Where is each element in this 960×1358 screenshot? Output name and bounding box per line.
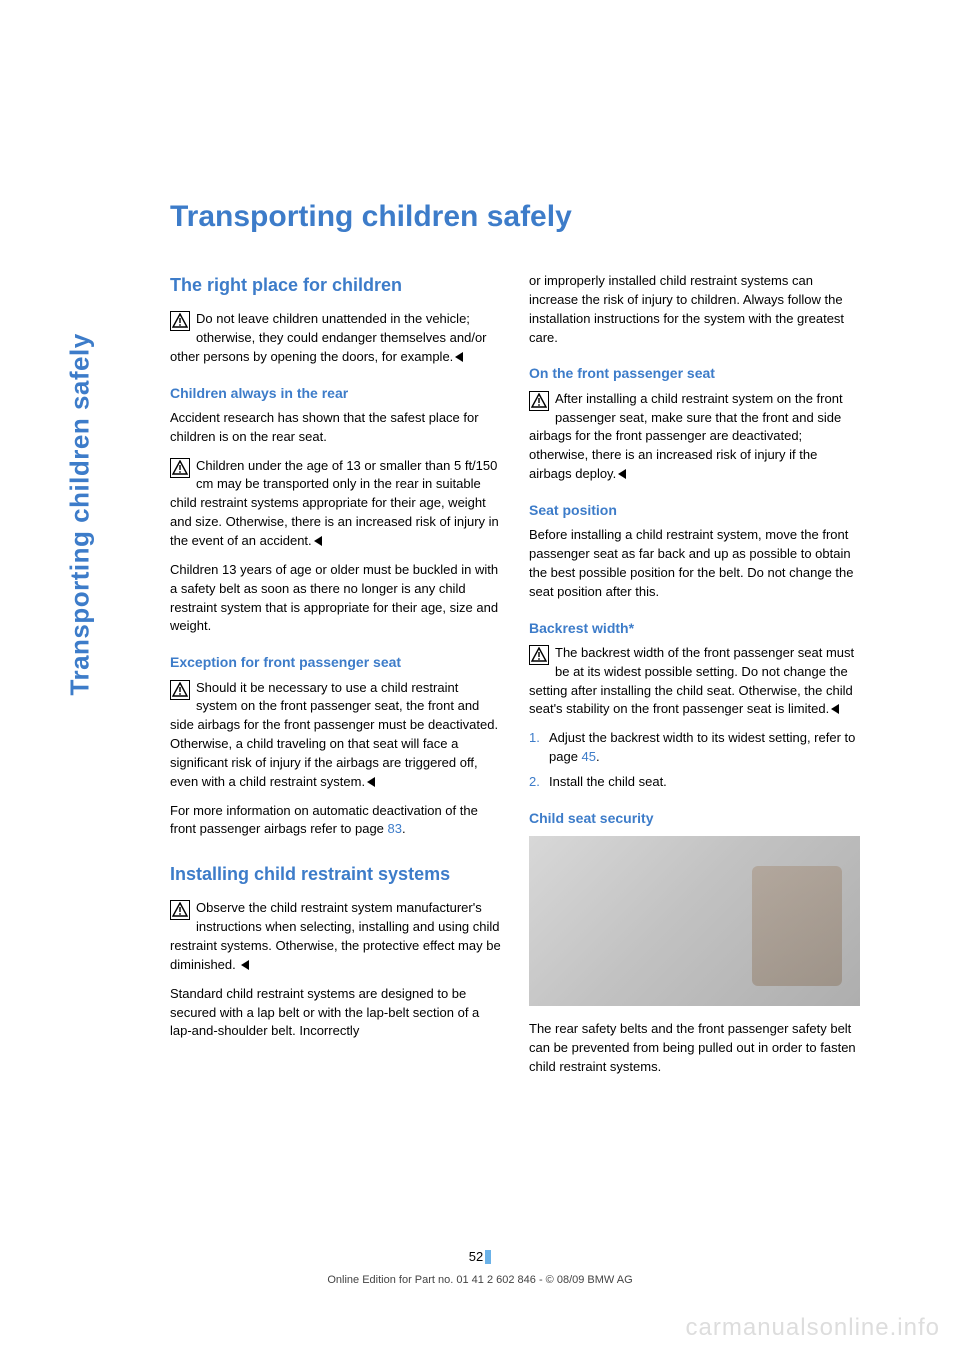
heading-right-place: The right place for children (170, 272, 501, 298)
left-column: The right place for children Do not leav… (170, 272, 501, 1087)
text-fragment: For more information on automatic deacti… (170, 803, 478, 837)
heading-installing: Installing child restraint systems (170, 861, 501, 887)
warning-backrest: The backrest width of the front passenge… (529, 644, 860, 719)
end-mark-icon (831, 704, 839, 714)
end-mark-icon (367, 777, 375, 787)
body-text: or improperly installed child restraint … (529, 272, 860, 347)
warning-front-seat: Should it be necessary to use a child re… (170, 679, 501, 792)
warning-text: After installing a child restraint syste… (529, 391, 843, 481)
warning-manufacturer: Observe the child restraint system manuf… (170, 899, 501, 974)
body-text: Accident research has shown that the saf… (170, 409, 501, 447)
heading-seat-position: Seat position (529, 500, 860, 520)
text-fragment: . (402, 821, 406, 836)
warning-text: The backrest width of the front passenge… (529, 645, 854, 717)
body-text: Standard child restraint systems are des… (170, 985, 501, 1042)
manual-page: Transporting children safely Transportin… (0, 0, 960, 1358)
right-column: or improperly installed child restraint … (529, 272, 860, 1087)
warning-under-13: Children under the age of 13 or smaller … (170, 457, 501, 551)
text-fragment: . (596, 749, 600, 764)
warning-unattended: Do not leave children unattended in the … (170, 310, 501, 367)
step-number: 2. (529, 773, 540, 792)
heading-child-seat-security: Child seat security (529, 808, 860, 828)
page-reference-link[interactable]: 83 (388, 821, 402, 836)
warning-text: Children under the age of 13 or smaller … (170, 458, 499, 548)
child-seat-security-image (529, 836, 860, 1006)
warning-icon (170, 458, 190, 478)
warning-text: Should it be necessary to use a child re… (170, 680, 498, 789)
end-mark-icon (314, 536, 322, 546)
page-number-wrap: 52 (0, 1248, 960, 1266)
content-columns: The right place for children Do not leav… (170, 272, 860, 1087)
heading-children-rear: Children always in the rear (170, 383, 501, 403)
page-number: 52 (469, 1249, 483, 1264)
end-mark-icon (455, 352, 463, 362)
warning-text: Do not leave children unattended in the … (170, 311, 487, 364)
page-reference-link[interactable]: 45 (582, 749, 596, 764)
step-number: 1. (529, 729, 540, 748)
numbered-steps: 1. Adjust the backrest width to its wide… (529, 729, 860, 792)
warning-text: Observe the child restraint system manuf… (170, 900, 501, 972)
end-mark-icon (241, 960, 249, 970)
watermark-text: carmanualsonline.info (686, 1314, 940, 1342)
warning-icon (170, 311, 190, 331)
warning-airbags: After installing a child restraint syste… (529, 390, 860, 484)
warning-icon (170, 680, 190, 700)
heading-front-passenger: On the front passenger seat (529, 363, 860, 383)
body-text: Children 13 years of age or older must b… (170, 561, 501, 636)
body-text-with-ref: For more information on automatic deacti… (170, 802, 501, 840)
warning-icon (170, 900, 190, 920)
end-mark-icon (618, 469, 626, 479)
warning-icon (529, 645, 549, 665)
footer-copyright: Online Edition for Part no. 01 41 2 602 … (0, 1274, 960, 1286)
page-number-marker (485, 1250, 491, 1264)
body-text: Before installing a child restraint syst… (529, 526, 860, 601)
side-section-label: Transporting children safely (65, 333, 96, 695)
step-item: 2. Install the child seat. (529, 773, 860, 792)
heading-backrest-width: Backrest width* (529, 618, 860, 638)
page-title: Transporting children safely (170, 200, 860, 234)
body-text: The rear safety belts and the front pass… (529, 1020, 860, 1077)
warning-icon (529, 391, 549, 411)
heading-exception-front: Exception for front passenger seat (170, 652, 501, 672)
step-text: Install the child seat. (549, 774, 667, 789)
step-item: 1. Adjust the backrest width to its wide… (529, 729, 860, 767)
